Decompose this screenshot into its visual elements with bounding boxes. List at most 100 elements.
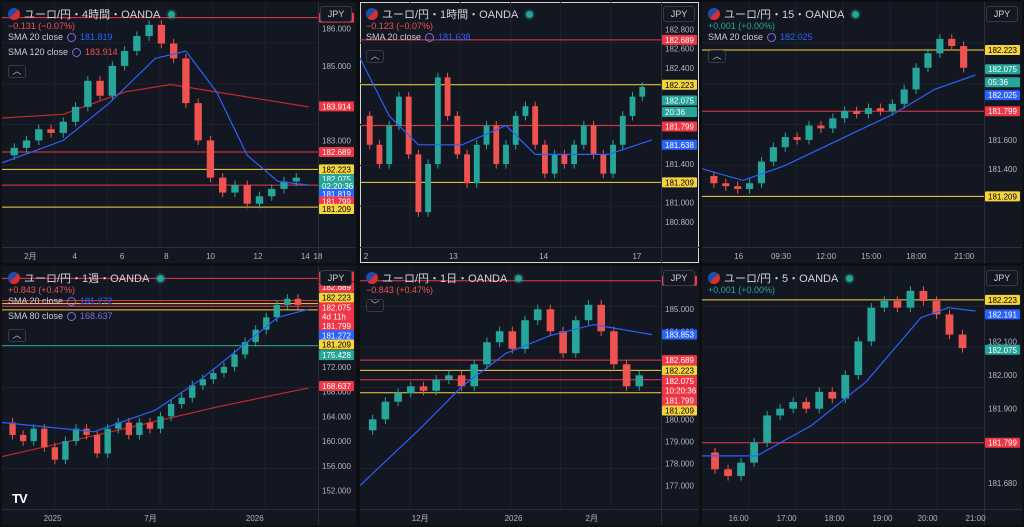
price-label-text: 182.075 bbox=[322, 303, 351, 312]
candle-body bbox=[96, 80, 104, 96]
price-label-text: 182.223 bbox=[988, 46, 1017, 55]
price-tick-label: 181.000 bbox=[665, 199, 694, 208]
candle-body bbox=[280, 181, 288, 189]
price-label-text: 183.853 bbox=[665, 330, 694, 339]
chart-canvas[interactable]: 186.000185.000183.000186.294183.914182.6… bbox=[2, 2, 356, 263]
currency-selector[interactable]: JPY bbox=[986, 6, 1018, 22]
indicator-legend[interactable]: SMA 20 close 181.638 bbox=[366, 32, 471, 42]
legend-collapse-button[interactable]: ︿ bbox=[8, 329, 26, 342]
legend-collapse-button[interactable]: ︿ bbox=[8, 65, 26, 78]
chart-header[interactable]: ユーロ/円・1時間・OANDA bbox=[366, 6, 534, 22]
price-label-text: 181.799 bbox=[988, 439, 1017, 448]
candle-body bbox=[268, 188, 276, 197]
price-tick-label: 181.600 bbox=[988, 136, 1017, 145]
chart-pane-p4[interactable]: 172.000 168.000 164.000 160.000 156.000 152.0… bbox=[2, 266, 356, 525]
candle-body bbox=[619, 115, 626, 145]
candle-body bbox=[906, 290, 915, 308]
indicator-settings-icon[interactable] bbox=[67, 32, 77, 42]
price-change: −0.131 (−0.07%) bbox=[8, 21, 76, 31]
legend-collapse-button[interactable]: ︿ bbox=[708, 50, 726, 63]
chart-header[interactable]: ユーロ/円・15・OANDA bbox=[708, 6, 860, 22]
time-tick-label: 2月 bbox=[24, 252, 36, 261]
currency-selector[interactable]: JPY bbox=[663, 6, 695, 22]
candle-body bbox=[805, 125, 813, 140]
chart-pane-p5[interactable]: 185.000184.000180.000179.000178.000177.0… bbox=[360, 266, 699, 525]
chart-pane-p6[interactable]: 182.300182.100182.000181.900181.680182.2… bbox=[702, 266, 1022, 525]
chart-title[interactable]: ユーロ/円・1日・OANDA bbox=[382, 273, 508, 285]
price-label-text: 182.689 bbox=[322, 148, 351, 157]
indicator-legend[interactable]: SMA 20 close 181.819 bbox=[8, 32, 113, 42]
candle-body bbox=[610, 144, 616, 174]
candle-body bbox=[454, 115, 461, 155]
legend-collapse-button[interactable]: ︿ bbox=[366, 50, 384, 63]
time-tick-label: 2026 bbox=[246, 514, 264, 523]
price-label-badge bbox=[319, 311, 354, 322]
indicator-settings-icon[interactable] bbox=[67, 311, 77, 321]
candle-body bbox=[396, 96, 402, 126]
chart-header[interactable]: ユーロ/円・1週・OANDA bbox=[8, 270, 165, 286]
chart-header[interactable]: ユーロ/円・1日・OANDA bbox=[366, 270, 523, 286]
candle-body bbox=[912, 67, 920, 90]
chart-canvas[interactable]: 182.300182.100182.000181.900181.680182.2… bbox=[702, 266, 1022, 525]
candle-body bbox=[41, 428, 48, 448]
time-tick-label: 13 bbox=[449, 252, 458, 261]
candle-body bbox=[571, 320, 580, 354]
indicator-settings-icon[interactable] bbox=[67, 296, 77, 306]
chart-pane-p1[interactable]: 186.000185.000183.000186.294183.914182.6… bbox=[2, 2, 356, 263]
candle-body bbox=[394, 392, 402, 402]
time-tick-label: 10 bbox=[206, 252, 215, 261]
chart-header[interactable]: ユーロ/円・4時間・OANDA bbox=[8, 6, 176, 22]
chart-title[interactable]: ユーロ/円・1時間・OANDA bbox=[382, 9, 519, 21]
eurjpy-flag-icon bbox=[366, 272, 378, 284]
chart-canvas[interactable]: 185.000184.000180.000179.000178.000177.0… bbox=[360, 266, 699, 525]
candle-body bbox=[182, 58, 190, 104]
price-label-text: 182.075 bbox=[988, 65, 1017, 74]
candle-body bbox=[47, 129, 55, 133]
chart-header[interactable]: ユーロ/円・5・OANDA bbox=[708, 270, 854, 286]
indicator-settings-icon[interactable] bbox=[72, 47, 82, 57]
chart-canvas[interactable]: 181.600 181.400 182.223 182.075 05:36 182.025… bbox=[702, 2, 1022, 263]
candle-body bbox=[104, 428, 111, 454]
indicator-settings-icon[interactable] bbox=[767, 32, 777, 42]
price-label-badge bbox=[662, 395, 697, 406]
price-label-text: 182.223 bbox=[322, 294, 351, 303]
chart-pane-p3[interactable]: 181.600 181.400 182.223 182.075 05:36 182.025… bbox=[702, 2, 1022, 263]
indicator-legend[interactable]: SMA 20 close 181.272 bbox=[8, 296, 113, 306]
chart-title[interactable]: ユーロ/円・5・OANDA bbox=[724, 273, 839, 285]
price-label-badge bbox=[662, 355, 697, 366]
price-label-text: 10:20:36 bbox=[665, 387, 697, 396]
price-label-badge bbox=[985, 106, 1020, 117]
candle-body bbox=[457, 375, 466, 387]
chart-pane-p2[interactable]: 182.800182.600182.400181.400181.200181.0… bbox=[360, 2, 699, 263]
chart-title[interactable]: ユーロ/円・15・OANDA bbox=[724, 9, 845, 21]
price-label-text: 182.025 bbox=[988, 91, 1017, 100]
indicator-legend[interactable]: SMA 120 close 183.914 bbox=[8, 47, 118, 57]
currency-selector[interactable]: JPY bbox=[320, 270, 352, 286]
currency-selector[interactable]: JPY bbox=[320, 6, 352, 22]
currency-selector[interactable]: JPY bbox=[663, 270, 695, 286]
candle-body bbox=[210, 373, 217, 380]
chart-title[interactable]: ユーロ/円・4時間・OANDA bbox=[24, 9, 161, 21]
indicator-legend[interactable]: SMA 80 close 168.637 bbox=[8, 311, 113, 321]
time-tick-label: 14 bbox=[539, 252, 548, 261]
price-label-badge bbox=[319, 320, 354, 331]
candle-body bbox=[769, 147, 777, 162]
time-tick-label: 17 bbox=[632, 252, 641, 261]
candle-body bbox=[559, 331, 567, 354]
sma-20-line bbox=[2, 50, 309, 186]
chart-canvas[interactable]: 182.800182.600182.400181.400181.200181.0… bbox=[360, 2, 699, 263]
price-label-text: 20:36 bbox=[665, 108, 686, 117]
indicator-legend[interactable]: SMA 20 close 182.025 bbox=[708, 32, 813, 42]
time-tick-label: 14 bbox=[301, 252, 310, 261]
candle-body bbox=[711, 452, 719, 470]
currency-selector[interactable]: JPY bbox=[986, 270, 1018, 286]
chart-canvas[interactable]: 172.000 168.000 164.000 160.000 156.000 152.0… bbox=[2, 266, 356, 525]
price-tick-label: 182.600 bbox=[665, 45, 694, 54]
legend-collapse-button[interactable]: ﹀ bbox=[366, 299, 384, 312]
sma-20-line bbox=[2, 308, 309, 433]
indicator-settings-icon[interactable] bbox=[425, 32, 435, 42]
price-label-text: 4d 11h bbox=[322, 313, 346, 322]
candle-body bbox=[958, 334, 967, 349]
chart-title[interactable]: ユーロ/円・1週・OANDA bbox=[24, 273, 150, 285]
price-label-text: 181.799 bbox=[988, 107, 1017, 116]
